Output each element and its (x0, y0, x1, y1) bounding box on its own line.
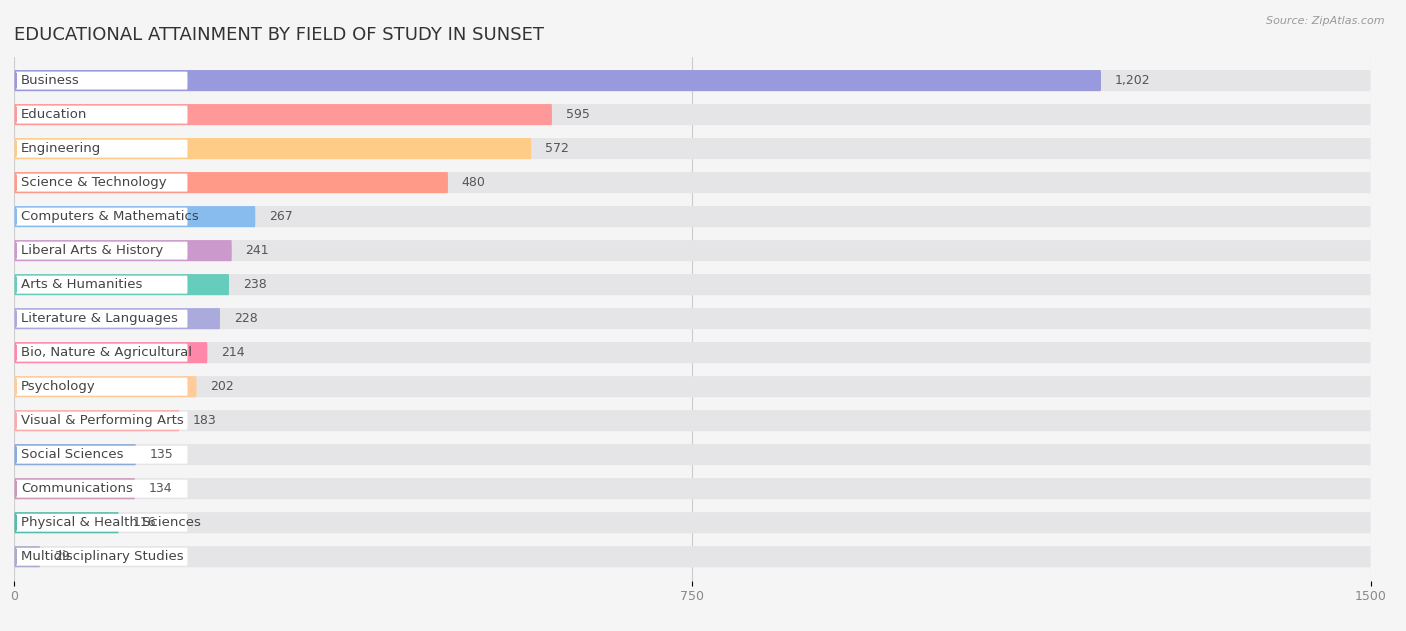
FancyBboxPatch shape (14, 478, 135, 499)
FancyBboxPatch shape (15, 480, 187, 498)
Text: Social Sciences: Social Sciences (21, 448, 124, 461)
FancyBboxPatch shape (15, 139, 187, 158)
Text: Computers & Mathematics: Computers & Mathematics (21, 210, 198, 223)
FancyBboxPatch shape (15, 411, 187, 430)
FancyBboxPatch shape (14, 70, 1371, 91)
FancyBboxPatch shape (14, 274, 1371, 295)
FancyBboxPatch shape (14, 444, 1371, 465)
Text: Communications: Communications (21, 482, 132, 495)
FancyBboxPatch shape (14, 342, 207, 363)
Text: Business: Business (21, 74, 80, 87)
FancyBboxPatch shape (14, 546, 39, 567)
FancyBboxPatch shape (15, 514, 187, 532)
Text: Engineering: Engineering (21, 142, 101, 155)
Text: 29: 29 (53, 550, 70, 563)
Text: 241: 241 (246, 244, 269, 257)
FancyBboxPatch shape (14, 172, 449, 193)
FancyBboxPatch shape (14, 172, 1371, 193)
Text: 228: 228 (233, 312, 257, 325)
Text: Multidisciplinary Studies: Multidisciplinary Studies (21, 550, 184, 563)
Text: Source: ZipAtlas.com: Source: ZipAtlas.com (1267, 16, 1385, 26)
FancyBboxPatch shape (15, 174, 187, 192)
Text: Arts & Humanities: Arts & Humanities (21, 278, 142, 291)
FancyBboxPatch shape (15, 344, 187, 362)
FancyBboxPatch shape (15, 445, 187, 464)
FancyBboxPatch shape (14, 138, 531, 159)
FancyBboxPatch shape (14, 410, 180, 431)
FancyBboxPatch shape (14, 376, 197, 398)
FancyBboxPatch shape (14, 376, 1371, 398)
FancyBboxPatch shape (14, 70, 1101, 91)
FancyBboxPatch shape (14, 546, 1371, 567)
Text: 116: 116 (132, 516, 156, 529)
FancyBboxPatch shape (15, 548, 187, 565)
Text: Bio, Nature & Agricultural: Bio, Nature & Agricultural (21, 346, 191, 359)
FancyBboxPatch shape (15, 378, 187, 396)
Text: Psychology: Psychology (21, 380, 96, 393)
FancyBboxPatch shape (14, 206, 1371, 227)
FancyBboxPatch shape (15, 310, 187, 327)
FancyBboxPatch shape (14, 444, 136, 465)
Text: 183: 183 (193, 414, 217, 427)
FancyBboxPatch shape (15, 276, 187, 293)
FancyBboxPatch shape (14, 478, 1371, 499)
Text: Science & Technology: Science & Technology (21, 176, 166, 189)
FancyBboxPatch shape (15, 208, 187, 226)
Text: 267: 267 (269, 210, 292, 223)
Text: 202: 202 (211, 380, 233, 393)
Text: Literature & Languages: Literature & Languages (21, 312, 177, 325)
Text: 238: 238 (243, 278, 267, 291)
FancyBboxPatch shape (14, 206, 256, 227)
Text: 134: 134 (149, 482, 173, 495)
Text: Physical & Health Sciences: Physical & Health Sciences (21, 516, 201, 529)
Text: 572: 572 (546, 142, 569, 155)
Text: 1,202: 1,202 (1115, 74, 1150, 87)
Text: Education: Education (21, 108, 87, 121)
FancyBboxPatch shape (14, 240, 232, 261)
FancyBboxPatch shape (14, 342, 1371, 363)
FancyBboxPatch shape (14, 410, 1371, 431)
Text: Visual & Performing Arts: Visual & Performing Arts (21, 414, 184, 427)
FancyBboxPatch shape (15, 242, 187, 259)
Text: 214: 214 (221, 346, 245, 359)
Text: 480: 480 (461, 176, 485, 189)
Text: 595: 595 (565, 108, 589, 121)
FancyBboxPatch shape (14, 274, 229, 295)
Text: EDUCATIONAL ATTAINMENT BY FIELD OF STUDY IN SUNSET: EDUCATIONAL ATTAINMENT BY FIELD OF STUDY… (14, 26, 544, 44)
FancyBboxPatch shape (14, 308, 1371, 329)
FancyBboxPatch shape (14, 104, 553, 125)
Text: Liberal Arts & History: Liberal Arts & History (21, 244, 163, 257)
FancyBboxPatch shape (14, 512, 1371, 533)
Text: 135: 135 (150, 448, 173, 461)
FancyBboxPatch shape (14, 138, 1371, 159)
FancyBboxPatch shape (15, 105, 187, 124)
FancyBboxPatch shape (14, 240, 1371, 261)
FancyBboxPatch shape (15, 72, 187, 90)
FancyBboxPatch shape (14, 308, 219, 329)
FancyBboxPatch shape (14, 512, 118, 533)
FancyBboxPatch shape (14, 104, 1371, 125)
